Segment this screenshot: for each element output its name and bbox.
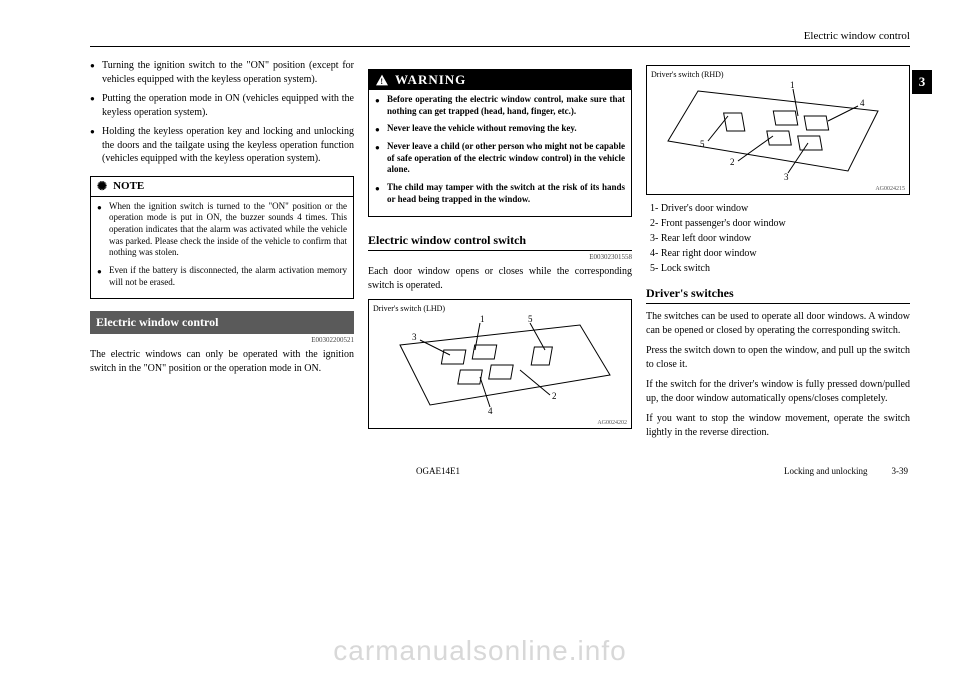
warning-head: ! WARNING <box>369 70 631 90</box>
page: Electric window control 3 Turning the ig… <box>0 0 960 496</box>
col1-bullets: Turning the ignition switch to the "ON" … <box>90 59 354 166</box>
bullet: Putting the operation mode in ON (vehicl… <box>90 92 354 119</box>
body-text: The electric windows can only be operate… <box>90 348 354 376</box>
label-2: 2 <box>552 391 557 401</box>
warn-item: The child may tamper with the switch at … <box>375 182 625 205</box>
warn-item: Never leave a child (or other person who… <box>375 141 625 176</box>
legend: 1- Driver's door window 2- Front passeng… <box>646 201 910 276</box>
header-title: Electric window control <box>90 30 910 47</box>
label-5: 5 <box>528 315 533 324</box>
section-code: E00302301558 <box>368 253 632 261</box>
footer-section: Locking and unlocking <box>784 466 867 476</box>
switch-panel-lhd: 1 2 3 4 5 <box>373 315 627 415</box>
warn-item: Before operating the electric window con… <box>375 94 625 117</box>
figure-code: AG0024202 <box>597 420 627 426</box>
label-4: 4 <box>860 98 865 108</box>
body-text: If the switch for the driver's window is… <box>646 378 910 406</box>
legend-item: 4- Rear right door window <box>650 246 910 261</box>
warning-icon: ! <box>375 74 389 86</box>
figure-rhd: Driver's switch (RHD) 1 2 3 4 <box>646 65 910 195</box>
warning-body: Before operating the electric window con… <box>369 90 631 216</box>
warning-box: ! WARNING Before operating the electric … <box>368 69 632 217</box>
legend-item: 5- Lock switch <box>650 261 910 276</box>
col-3: Driver's switch (RHD) 1 2 3 4 <box>646 59 910 446</box>
section-sub: Electric window control switch <box>368 227 632 251</box>
figure-code: AG0024215 <box>875 186 905 192</box>
columns: Turning the ignition switch to the "ON" … <box>90 59 910 446</box>
body-text: The switches can be used to operate all … <box>646 310 910 338</box>
section-code: E00302200521 <box>90 336 354 344</box>
sub-heading: Driver's switches <box>646 286 910 304</box>
note-body: When the ignition switch is turned to th… <box>91 197 353 299</box>
section-bar: Electric window control <box>90 311 354 334</box>
legend-item: 1- Driver's door window <box>650 201 910 216</box>
legend-item: 3- Rear left door window <box>650 231 910 246</box>
footer-page: 3-39 <box>891 466 908 476</box>
label-3: 3 <box>784 172 789 181</box>
warn-item: Never leave the vehicle without removing… <box>375 123 625 135</box>
label-5: 5 <box>700 139 705 149</box>
note-item: Even if the battery is disconnected, the… <box>97 265 347 288</box>
note-box: ✺ NOTE When the ignition switch is turne… <box>90 176 354 300</box>
watermark: carmanualsonline.info <box>0 635 960 667</box>
note-head: ✺ NOTE <box>91 177 353 197</box>
label-1: 1 <box>480 315 485 324</box>
note-item: When the ignition switch is turned to th… <box>97 201 347 259</box>
label-4: 4 <box>488 406 493 415</box>
note-label: NOTE <box>113 180 144 192</box>
label-3: 3 <box>412 332 417 342</box>
footer: OGAE14E1 Locking and unlocking 3-39 <box>90 466 910 476</box>
figure-caption: Driver's switch (RHD) <box>651 70 905 79</box>
body-text: Press the switch down to open the window… <box>646 344 910 372</box>
page-tab: 3 <box>912 70 932 94</box>
legend-item: 2- Front passenger's door window <box>650 216 910 231</box>
bullet: Turning the ignition switch to the "ON" … <box>90 59 354 86</box>
switch-panel-rhd: 1 2 3 4 5 <box>651 81 905 181</box>
footer-center: OGAE14E1 <box>416 466 460 476</box>
figure-caption: Driver's switch (LHD) <box>373 304 627 313</box>
body-text: Each door window opens or closes while t… <box>368 265 632 293</box>
flower-icon: ✺ <box>97 179 107 194</box>
label-1: 1 <box>790 81 795 90</box>
body-text: If you want to stop the window movement,… <box>646 412 910 440</box>
figure-lhd: Driver's switch (LHD) 1 2 3 4 <box>368 299 632 429</box>
warning-label: WARNING <box>395 72 466 88</box>
col-2: ! WARNING Before operating the electric … <box>368 59 632 446</box>
label-2: 2 <box>730 157 735 167</box>
col-1: Turning the ignition switch to the "ON" … <box>90 59 354 446</box>
bullet: Holding the keyless operation key and lo… <box>90 125 354 166</box>
svg-text:!: ! <box>380 77 383 86</box>
